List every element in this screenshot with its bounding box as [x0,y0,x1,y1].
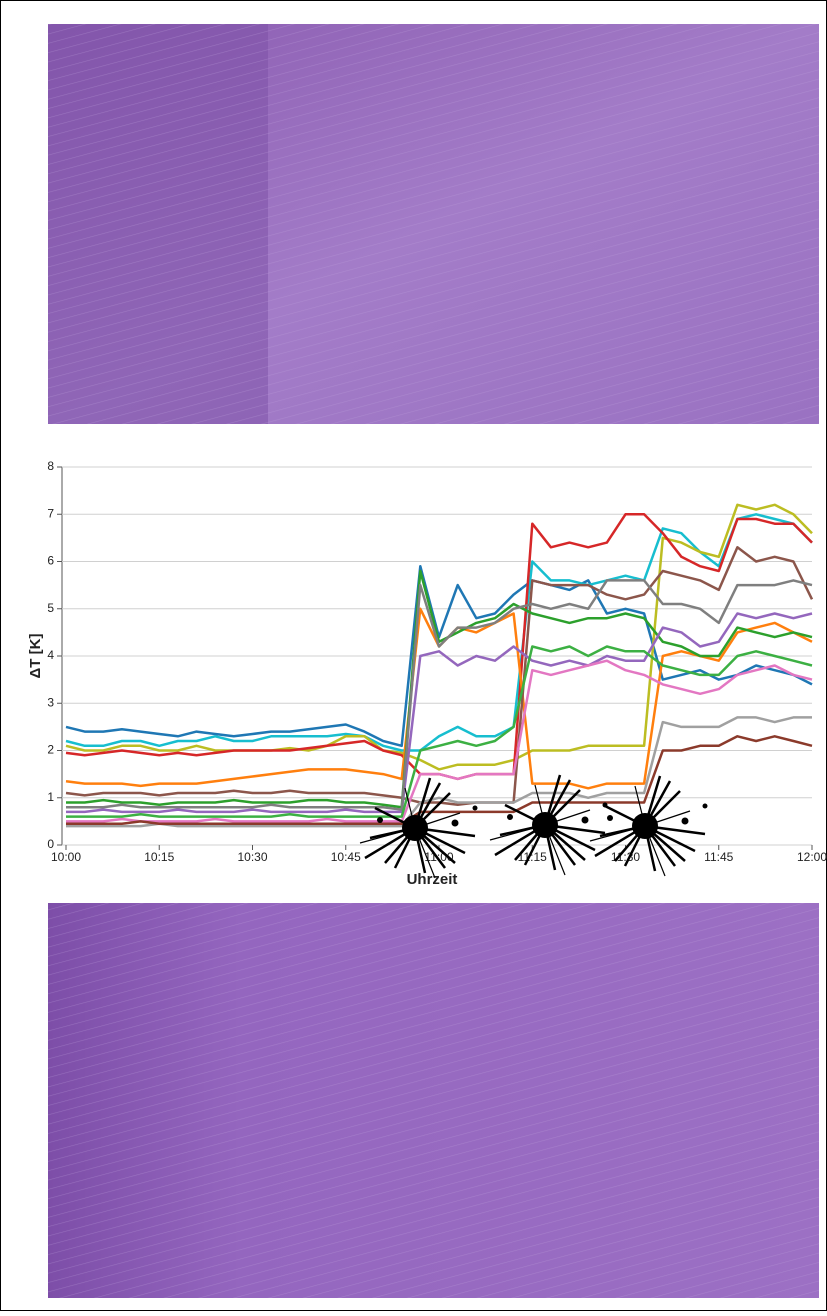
blast-icon [490,775,608,875]
y-tick-label: 0 [47,837,54,851]
y-tick-label: 2 [47,743,54,757]
y-axis-label: ΔT [K] [27,634,44,679]
y-tick-label: 5 [47,601,54,615]
x-tick-label: 10:30 [237,850,267,864]
y-tick-label: 1 [47,790,54,804]
series-line [66,647,812,817]
y-tick-label: 4 [47,648,54,662]
blast-icon [360,778,478,878]
x-tick-label: 10:00 [51,850,81,864]
photo-top-texture [48,24,819,424]
y-tick-label: 7 [47,506,54,520]
x-tick-label: 10:15 [144,850,174,864]
figure: ΔT [K] Uhrzeit 0 1 2 3 4 5 6 7 8 10:00 10:15 10:30 1… [0,0,827,1311]
x-tick-label: 11:45 [704,850,733,864]
y-tick-label: 3 [47,695,54,709]
x-tick-label: 10:45 [331,850,361,864]
y-tick-label: 6 [47,554,54,568]
series-line [66,571,812,807]
y-tick-label: 8 [47,459,54,473]
x-axis-label: Uhrzeit [407,871,458,888]
x-tick-label: 12:00 [797,850,827,864]
photo-bottom-texture [48,903,819,1298]
